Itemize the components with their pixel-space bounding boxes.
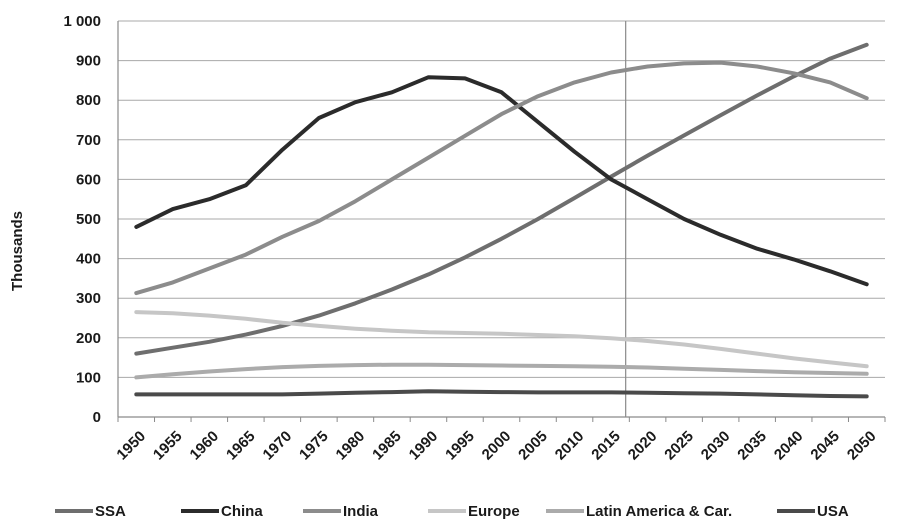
x-tick-label: 1960: [187, 428, 223, 464]
x-tick-label: 2015: [588, 428, 624, 464]
x-tick-label: 1975: [296, 428, 332, 464]
legend-label: USA: [817, 503, 849, 520]
x-tick-label: 2025: [661, 428, 697, 464]
y-tick-label: 500: [76, 211, 101, 228]
y-tick-label: 1 000: [63, 13, 101, 30]
y-tick-labels: 0 100 200 300 400 500 600 700 800 900 1 000: [63, 13, 101, 426]
series-line-latin-america-car: [134, 362, 869, 380]
y-tick-label: 900: [76, 53, 101, 70]
legend-label: China: [221, 503, 263, 520]
x-tick-label: 1950: [113, 428, 149, 464]
legend-label: India: [343, 503, 379, 520]
y-tick-label: 800: [76, 92, 101, 109]
y-tick-label: 0: [93, 409, 101, 426]
x-tick-label: 2035: [734, 428, 770, 464]
series-line-ssa: [134, 42, 869, 356]
legend-label: Latin America & Car.: [586, 503, 732, 520]
x-tick-label: 1980: [333, 428, 369, 464]
grid-lines: [118, 20, 885, 378]
x-tick-label: 1995: [442, 428, 478, 464]
series-line-europe: [134, 310, 869, 369]
y-tick-label: 600: [76, 171, 101, 188]
x-tick-label: 2020: [625, 428, 661, 464]
y-tick-label: 400: [76, 251, 101, 268]
x-tick-label: 2030: [698, 428, 734, 464]
y-axis-label: Thousands: [9, 211, 26, 291]
x-tick-label: 2050: [844, 428, 880, 464]
x-tick-label: 1965: [223, 428, 259, 464]
y-tick-label: 200: [76, 330, 101, 347]
series-line-china: [134, 75, 869, 287]
x-tick-label: 2045: [807, 428, 843, 464]
x-tick-label: 2040: [771, 428, 807, 464]
x-tick-label: 2010: [552, 428, 588, 464]
legend: SSA China India Europe Latin America & Car. U…: [55, 503, 849, 520]
x-tick-label: 1970: [260, 428, 296, 464]
y-tick-label: 100: [76, 369, 101, 386]
legend-label: Europe: [468, 503, 520, 520]
y-tick-label: 700: [76, 132, 101, 149]
x-tick-label: 2005: [515, 428, 551, 464]
x-tick-label: 2000: [479, 428, 515, 464]
x-tick-label: 1985: [369, 428, 405, 464]
legend-label: SSA: [95, 503, 126, 520]
x-tick-labels: 1950 1955 1960 1965 1970 1975 1980 1985 1990 1995…: [113, 428, 879, 464]
x-tick-label: 1990: [406, 428, 442, 464]
series-lines: [134, 42, 869, 399]
y-tick-label: 300: [76, 290, 101, 307]
axes: [117, 21, 886, 422]
x-tick-label: 1955: [150, 428, 186, 464]
series-line-usa: [134, 389, 869, 399]
series-line-india: [134, 60, 869, 296]
